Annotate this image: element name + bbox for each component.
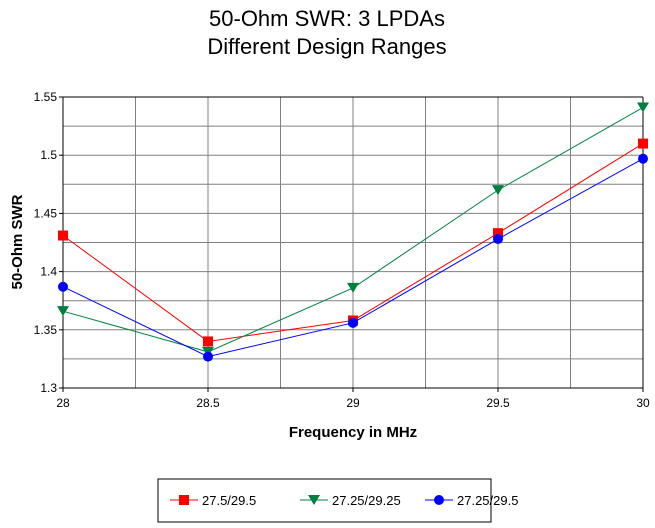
data-point <box>58 281 68 292</box>
chart-title-line-2: Different Design Ranges <box>207 34 446 59</box>
legend-marker <box>434 495 444 505</box>
legend-marker <box>179 495 189 505</box>
data-point <box>638 153 648 164</box>
data-point <box>58 230 68 241</box>
data-point <box>492 185 504 196</box>
legend-label: 27.5/29.5 <box>202 493 256 508</box>
data-point <box>57 306 69 317</box>
x-tick-label: 30 <box>636 396 650 410</box>
legend-label: 27.25/29.25 <box>332 493 401 508</box>
series-group <box>57 102 649 362</box>
x-tick-label: 29.5 <box>486 396 510 410</box>
axes: 28 28.5 29 29.5 30 1.3 1.35 1.4 1.45 1.5 1.55 <box>34 90 650 410</box>
legend-marker <box>308 495 320 505</box>
data-point <box>203 351 213 362</box>
grid <box>62 96 644 389</box>
y-tick-label: 1.3 <box>40 381 57 395</box>
y-tick-label: 1.55 <box>34 90 58 104</box>
x-tick-label: 28.5 <box>196 396 220 410</box>
y-tick-label: 1.4 <box>40 265 57 279</box>
data-point <box>348 317 358 328</box>
legend: 27.5/29.5 27.25/29.25 27.25/29.5 <box>157 478 518 523</box>
x-tick-label: 28 <box>56 396 70 410</box>
y-tick-label: 1.35 <box>34 323 58 337</box>
legend-label: 27.25/29.5 <box>457 493 518 508</box>
chart-title-line-1: 50-Ohm SWR: 3 LPDAs <box>209 6 445 31</box>
y-tick-label: 1.45 <box>34 206 58 220</box>
x-axis-label: Frequency in MHz <box>289 424 417 441</box>
data-point <box>638 138 648 149</box>
y-tick-label: 1.5 <box>40 148 57 162</box>
data-point <box>347 282 359 293</box>
data-point <box>203 336 213 347</box>
data-point <box>493 228 503 239</box>
y-axis-label: 50-Ohm SWR <box>9 194 26 289</box>
x-tick-label: 29 <box>346 396 360 410</box>
data-point <box>637 102 649 113</box>
data-point <box>493 234 503 245</box>
